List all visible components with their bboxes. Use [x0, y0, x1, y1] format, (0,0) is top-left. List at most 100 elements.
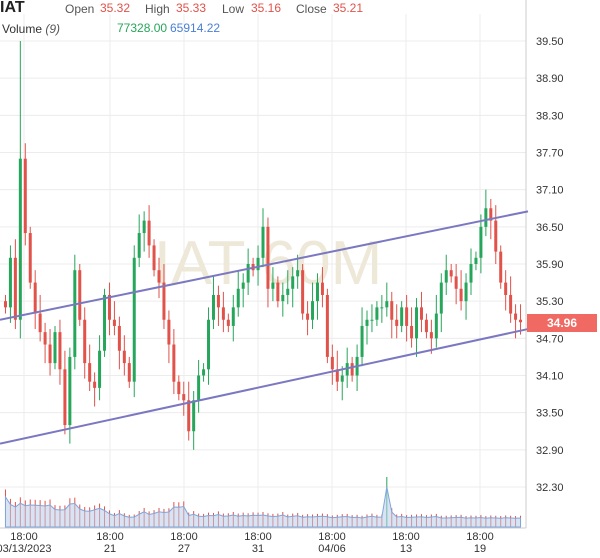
candle-body — [177, 381, 181, 395]
open-label: Open — [65, 2, 95, 16]
candle-body — [167, 319, 171, 345]
candle-body — [256, 257, 260, 271]
close-value: 35.21 — [333, 1, 364, 15]
grid — [0, 0, 527, 529]
ticker-symbol: IAT — [0, 0, 25, 16]
candle-body — [360, 325, 364, 357]
y-tick-label: 38.90 — [536, 73, 564, 85]
candle-body — [226, 319, 230, 326]
candle-body — [211, 294, 215, 320]
candle-body — [202, 369, 206, 376]
candle-body — [509, 294, 513, 314]
volume-label-text: Volume — [2, 22, 43, 36]
candle-body — [207, 319, 211, 370]
candle-body — [182, 394, 186, 401]
candle-body — [419, 307, 423, 320]
candle-body — [479, 226, 483, 258]
candle-body — [291, 276, 295, 289]
candle-body — [385, 301, 389, 308]
candle-body — [474, 257, 478, 264]
candle-body — [306, 313, 310, 320]
x-tick-date: 31 — [252, 543, 264, 555]
candle-body — [281, 294, 285, 302]
volume-label: Volume (9) — [2, 22, 60, 36]
candle-body — [78, 270, 82, 320]
volume-ma-value: 65914.22 — [170, 21, 221, 35]
y-tick-label: 34.10 — [536, 371, 564, 383]
candle-body — [439, 282, 443, 314]
candle-body — [519, 319, 523, 323]
x-tick-date: 27 — [178, 543, 190, 555]
channel-lines — [0, 210, 529, 445]
candle-body — [117, 325, 121, 351]
candle-body — [340, 375, 344, 382]
candle-body — [434, 313, 438, 339]
candle-body — [395, 319, 399, 326]
candle-body — [444, 270, 448, 283]
candle-body — [88, 363, 92, 382]
y-tick-label: 36.50 — [536, 222, 564, 234]
time-axis: 18:0003/13/202318:002118:002718:003118:0… — [0, 531, 494, 555]
price-candles — [3, 41, 523, 450]
candle-body — [162, 282, 166, 320]
candle-body — [107, 294, 111, 320]
y-tick-label: 32.30 — [536, 482, 564, 494]
close-label: Close — [296, 2, 327, 16]
candle-body — [514, 313, 518, 320]
candle-body — [311, 301, 315, 320]
volume-series — [4, 477, 522, 528]
y-tick-label: 39.50 — [536, 36, 564, 48]
candle-body — [459, 288, 463, 302]
candle-body — [53, 332, 57, 364]
candle-body — [464, 282, 468, 302]
channel-lower-line — [0, 328, 529, 445]
candle-body — [375, 307, 379, 320]
candle-body — [216, 294, 220, 308]
x-tick-time: 18:00 — [392, 531, 420, 543]
candle-body — [18, 158, 22, 320]
candle-body — [276, 282, 280, 302]
candle-body — [23, 158, 27, 234]
candle-body — [112, 319, 116, 326]
candle-body — [266, 226, 270, 289]
x-tick-date: 03/13/2023 — [0, 543, 52, 555]
candle-body — [380, 307, 384, 309]
candle-body — [48, 344, 52, 364]
candle-body — [13, 257, 17, 320]
price-axis: 39.50 38.90 38.30 37.70 37.10 36.50 35.90 35.30… — [536, 36, 564, 494]
candle-body — [3, 301, 7, 308]
candle-body — [38, 313, 42, 333]
candle-body — [236, 288, 240, 308]
candle-body — [370, 319, 374, 321]
candle-body — [221, 307, 225, 320]
candle-body — [410, 325, 414, 339]
candle-body — [484, 208, 488, 227]
x-tick-time: 18:00 — [10, 531, 38, 543]
x-tick-date: 13 — [400, 543, 412, 555]
x-tick-date: 04/06 — [318, 543, 346, 555]
candle-body — [132, 257, 136, 382]
candle-body — [320, 282, 324, 295]
candle-body — [315, 282, 319, 302]
candle-body — [400, 307, 404, 326]
y-tick-label: 37.70 — [536, 148, 564, 160]
candle-body — [271, 282, 275, 289]
candle-body — [98, 350, 102, 388]
candle-body — [58, 332, 62, 370]
candle-body — [350, 363, 354, 376]
candle-body — [325, 294, 329, 357]
candle-body — [494, 220, 498, 252]
high-value: 35.33 — [176, 1, 207, 15]
candle-body — [390, 301, 394, 320]
candle-body — [296, 270, 300, 277]
last-price-tag: 34.96 — [527, 314, 597, 332]
candle-body — [43, 332, 47, 345]
x-tick-time: 18:00 — [170, 531, 198, 543]
candle-body — [157, 270, 161, 283]
candle-body — [127, 363, 131, 382]
x-tick-date: 21 — [104, 543, 116, 555]
candle-body — [192, 400, 196, 432]
candle-body — [152, 245, 156, 271]
candle-body — [147, 220, 151, 246]
